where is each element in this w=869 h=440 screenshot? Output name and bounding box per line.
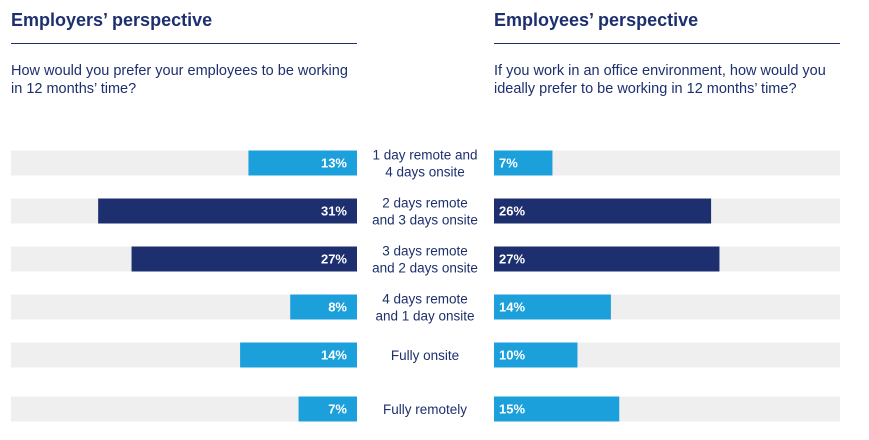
employees-bar-5 [494, 396, 620, 422]
employees-bar-2 [494, 246, 720, 272]
employers-bar-label-2: 27% [321, 252, 347, 267]
employees-bar-label-2: 27% [499, 252, 525, 267]
employers-bar-label-0: 13% [321, 156, 347, 171]
employees-bar-3 [494, 294, 611, 320]
employees-bar-4 [494, 342, 578, 368]
employers-bar-0 [248, 150, 357, 176]
employers-divider [11, 43, 357, 44]
employees-question: If you work in an office environment, ho… [494, 63, 826, 97]
employees-bar-label-4: 10% [499, 348, 525, 363]
employers-heading: Employers’ perspective [11, 10, 213, 30]
category-label-5-0: Fully remotely [383, 402, 467, 417]
category-label-0-0: 1 day remote and [372, 148, 477, 163]
employees-bar-1 [494, 198, 712, 224]
employers-bar-label-4: 14% [321, 348, 347, 363]
category-label-1-0: 2 days remote [382, 196, 468, 211]
category-label-0-1: 4 days onsite [385, 165, 465, 180]
employees-bar-label-0: 7% [499, 156, 518, 171]
employees-divider [494, 43, 840, 44]
employees-bar-0 [494, 150, 553, 176]
employers-bar-label-1: 31% [321, 204, 347, 219]
employers-question: How would you prefer your employees to b… [11, 63, 348, 97]
employees-bar-label-3: 14% [499, 300, 525, 315]
employers-bar-2 [131, 246, 357, 272]
employers-bar-1 [98, 198, 358, 224]
employers-bar-label-3: 8% [328, 300, 347, 315]
employees-bar-label-5: 15% [499, 402, 525, 417]
employers-bar-5 [298, 396, 357, 422]
employees-heading: Employees’ perspective [494, 10, 699, 30]
category-label-1-1: and 3 days onsite [372, 213, 478, 228]
employees-bar-label-1: 26% [499, 204, 525, 219]
category-label-3-0: 4 days remote [382, 292, 468, 307]
employers-bar-3 [290, 294, 357, 320]
category-label-3-1: and 1 day onsite [375, 309, 474, 324]
employers-bar-label-5: 7% [328, 402, 347, 417]
employers-bar-4 [240, 342, 357, 368]
category-label-2-0: 3 days remote [382, 244, 468, 259]
category-label-2-1: and 2 days onsite [372, 261, 478, 276]
category-label-4-0: Fully onsite [391, 348, 459, 363]
